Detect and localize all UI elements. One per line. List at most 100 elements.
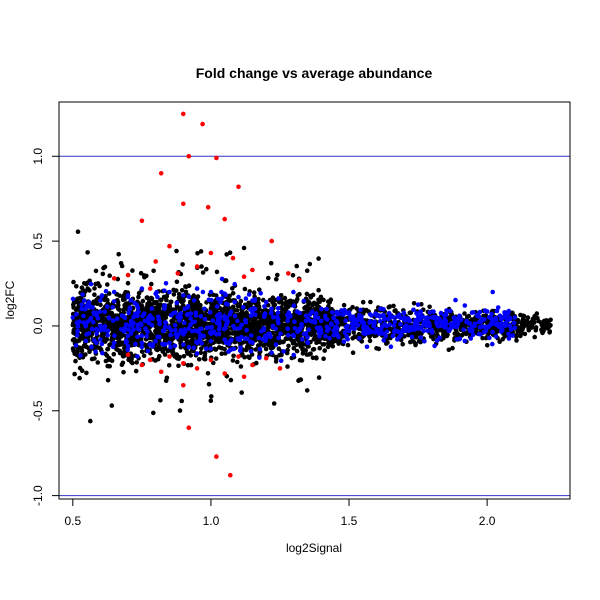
data-point-black: [99, 333, 104, 339]
data-point-series-1: [263, 335, 269, 341]
x-axis-label: log2Signal: [286, 541, 342, 555]
data-point-blue: [415, 302, 421, 308]
data-point-blue: [80, 292, 85, 297]
data-point-blue: [336, 311, 342, 317]
data-point-black: [283, 299, 289, 305]
data-point-series-1: [153, 291, 158, 297]
data-point-black: [194, 306, 200, 312]
data-point-black: [194, 323, 200, 328]
data-point-blue: [162, 288, 167, 294]
data-point-black: [92, 292, 97, 298]
data-point-black: [107, 357, 113, 362]
data-point-black: [223, 278, 229, 284]
data-point-black: [195, 294, 201, 299]
data-point-black: [115, 276, 121, 282]
data-point-black: [213, 336, 219, 341]
data-point-blue: [485, 309, 490, 314]
data-point-black: [514, 338, 519, 343]
data-point-series-0: [181, 111, 186, 117]
data-point-black: [105, 377, 111, 383]
data-point-series-0: [200, 121, 205, 127]
data-point-blue: [199, 341, 204, 346]
data-point-series-1: [490, 289, 496, 295]
data-point-series-1: [222, 337, 227, 342]
data-point-blue: [305, 334, 310, 340]
data-point-series-0: [147, 286, 153, 291]
data-point-black: [93, 281, 98, 287]
data-point-black: [196, 357, 202, 362]
data-point-blue: [110, 318, 116, 323]
data-point-blue: [111, 299, 117, 304]
data-point-black: [273, 359, 279, 364]
data-point-blue: [81, 320, 86, 325]
data-point-blue: [232, 313, 238, 319]
data-point-series-0: [277, 366, 283, 371]
data-point-black: [279, 352, 284, 358]
data-point-black: [139, 303, 145, 309]
data-point-black: [199, 264, 204, 269]
data-point-black: [74, 284, 79, 289]
data-point-black: [547, 330, 552, 335]
data-point-black: [144, 295, 150, 301]
data-point-black: [266, 275, 271, 281]
data-point-blue: [75, 320, 81, 326]
data-point-blue: [162, 305, 167, 311]
data-point-black: [408, 339, 413, 345]
data-point-blue: [301, 298, 307, 304]
data-point-blue: [73, 343, 79, 348]
data-point-black: [228, 298, 233, 303]
data-point-blue: [401, 310, 407, 316]
data-point-black: [169, 318, 174, 324]
data-point-blue: [146, 317, 152, 323]
data-point-blue: [78, 353, 83, 358]
data-point-blue: [251, 305, 256, 311]
data-point-blue: [357, 335, 362, 341]
data-point-black: [164, 297, 169, 303]
data-point-blue: [424, 315, 430, 321]
data-point-blue: [98, 325, 104, 330]
data-point-series-1: [181, 293, 186, 298]
data-point-black: [176, 291, 182, 297]
data-point-series-0: [214, 155, 219, 161]
data-point-black: [144, 273, 149, 279]
data-point-black: [118, 261, 124, 266]
data-point-blue: [343, 318, 348, 324]
data-point-black: [400, 341, 406, 347]
data-point-blue: [379, 324, 385, 330]
data-point-black: [104, 353, 110, 358]
data-point-black: [316, 339, 322, 345]
data-point-black: [130, 360, 135, 366]
data-point-blue: [155, 334, 160, 340]
data-point-black: [188, 300, 193, 306]
data-point-black: [316, 256, 321, 261]
data-point-black: [406, 332, 411, 338]
data-point-black: [77, 375, 82, 381]
data-point-black: [317, 345, 323, 351]
data-point-blue: [126, 310, 131, 316]
data-point-black: [514, 334, 519, 339]
data-point-black: [179, 398, 184, 404]
data-point-series-0: [286, 271, 291, 276]
data-point-blue: [191, 298, 197, 303]
data-point-black: [251, 290, 257, 295]
data-point-blue: [334, 330, 340, 336]
data-point-blue: [102, 327, 107, 333]
data-point-blue: [195, 328, 201, 334]
data-point-black: [91, 299, 96, 305]
data-point-black: [154, 346, 160, 352]
data-point-black: [92, 286, 97, 291]
data-point-blue: [396, 334, 402, 340]
data-point-series-1: [98, 337, 103, 342]
data-point-blue: [135, 313, 140, 319]
data-point-blue: [297, 327, 302, 332]
data-point-black: [542, 318, 547, 324]
data-point-black: [310, 355, 316, 361]
data-point-blue: [86, 299, 92, 305]
data-point-black: [120, 360, 126, 366]
chart-title: Fold change vs average abundance: [196, 65, 433, 81]
data-point-blue: [497, 313, 503, 319]
data-point-black: [516, 325, 521, 330]
data-point-blue: [378, 306, 383, 312]
data-point-black: [101, 297, 107, 302]
data-point-blue: [207, 330, 213, 335]
